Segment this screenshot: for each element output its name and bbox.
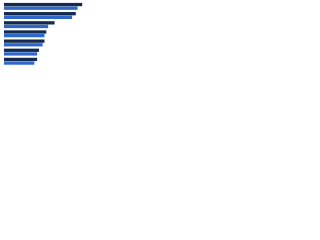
bar [4, 15, 73, 20]
bar [4, 2, 83, 7]
bar [4, 52, 38, 56]
bar [4, 43, 43, 47]
bar [4, 30, 47, 34]
bar [4, 12, 76, 16]
bar [4, 24, 49, 29]
chart [4, 2, 83, 65]
bar [4, 57, 38, 62]
bar [4, 34, 45, 38]
bar [4, 61, 35, 65]
bar [4, 6, 78, 10]
bar [4, 21, 55, 25]
bar [4, 39, 45, 43]
bar [4, 48, 39, 52]
